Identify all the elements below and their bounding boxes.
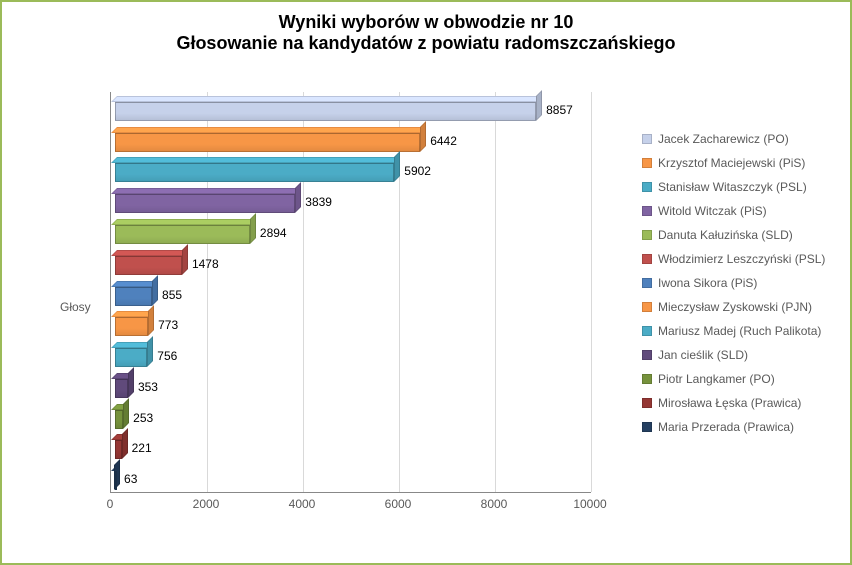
bar-value-label: 3839 — [305, 195, 332, 209]
bar-value-label: 6442 — [430, 134, 457, 148]
legend-item: Włodzimierz Leszczyński (PSL) — [642, 252, 842, 266]
bar: 6442 — [111, 133, 420, 152]
legend-item: Stanisław Witaszczyk (PSL) — [642, 180, 842, 194]
bar: 756 — [111, 348, 147, 367]
legend-swatch — [642, 326, 652, 336]
legend-swatch — [642, 422, 652, 432]
bar: 5902 — [111, 163, 394, 182]
bar-value-label: 5902 — [404, 164, 431, 178]
legend-label: Stanisław Witaszczyk (PSL) — [658, 180, 807, 194]
legend-label: Mieczysław Zyskowski (PJN) — [658, 300, 812, 314]
legend-label: Mariusz Madej (Ruch Palikota) — [658, 324, 821, 338]
bar: 221 — [111, 440, 122, 459]
legend-swatch — [642, 350, 652, 360]
chart-title: Wyniki wyborów w obwodzie nr 10 Głosowan… — [2, 2, 850, 54]
bar: 2894 — [111, 225, 250, 244]
bar: 855 — [111, 287, 152, 306]
bar: 63 — [111, 471, 114, 490]
legend-swatch — [642, 278, 652, 288]
legend-swatch — [642, 398, 652, 408]
legend-label: Danuta Kałuzińska (SLD) — [658, 228, 793, 242]
legend-label: Piotr Langkamer (PO) — [658, 372, 775, 386]
x-tick-label: 4000 — [289, 497, 316, 511]
bar-value-label: 353 — [138, 380, 158, 394]
gridline — [207, 92, 208, 492]
legend-item: Krzysztof Maciejewski (PiS) — [642, 156, 842, 170]
legend-item: Mirosława Łęska (Prawica) — [642, 396, 842, 410]
legend-item: Mieczysław Zyskowski (PJN) — [642, 300, 842, 314]
legend-label: Jan cieślik (SLD) — [658, 348, 748, 362]
x-tick-label: 0 — [107, 497, 114, 511]
legend-label: Włodzimierz Leszczyński (PSL) — [658, 252, 825, 266]
x-tick-label: 2000 — [193, 497, 220, 511]
legend-item: Piotr Langkamer (PO) — [642, 372, 842, 386]
bar: 253 — [111, 410, 123, 429]
bar: 773 — [111, 317, 148, 336]
legend-swatch — [642, 158, 652, 168]
x-tick-label: 8000 — [481, 497, 508, 511]
bar: 3839 — [111, 194, 295, 213]
bar-value-label: 8857 — [546, 103, 573, 117]
bar-value-label: 773 — [158, 318, 178, 332]
legend-item: Danuta Kałuzińska (SLD) — [642, 228, 842, 242]
x-tick-label: 10000 — [573, 497, 606, 511]
legend-item: Mariusz Madej (Ruch Palikota) — [642, 324, 842, 338]
legend-item: Jan cieślik (SLD) — [642, 348, 842, 362]
gridline — [495, 92, 496, 492]
legend-item: Jacek Zacharewicz (PO) — [642, 132, 842, 146]
legend-label: Krzysztof Maciejewski (PiS) — [658, 156, 805, 170]
bar-value-label: 756 — [157, 349, 177, 363]
legend-swatch — [642, 182, 652, 192]
bar-value-label: 855 — [162, 288, 182, 302]
legend-item: Iwona Sikora (PiS) — [642, 276, 842, 290]
legend-label: Witold Witczak (PiS) — [658, 204, 767, 218]
bar: 353 — [111, 379, 128, 398]
bar-value-label: 253 — [133, 411, 153, 425]
legend-swatch — [642, 206, 652, 216]
chart-frame: Wyniki wyborów w obwodzie nr 10 Głosowan… — [0, 0, 852, 565]
bar: 8857 — [111, 102, 536, 121]
bar-value-label: 1478 — [192, 257, 219, 271]
bar-value-label: 63 — [124, 472, 137, 486]
title-line-1: Wyniki wyborów w obwodzie nr 10 — [2, 12, 850, 33]
legend-label: Jacek Zacharewicz (PO) — [658, 132, 789, 146]
legend-item: Witold Witczak (PiS) — [642, 204, 842, 218]
legend-swatch — [642, 134, 652, 144]
gridline — [591, 92, 592, 492]
legend-label: Maria Przerada (Prawica) — [658, 420, 794, 434]
bar-value-label: 2894 — [260, 226, 287, 240]
legend-label: Iwona Sikora (PiS) — [658, 276, 757, 290]
legend-swatch — [642, 302, 652, 312]
gridline — [303, 92, 304, 492]
title-line-2: Głosowanie na kandydatów z powiatu radom… — [2, 33, 850, 54]
legend-label: Mirosława Łęska (Prawica) — [658, 396, 801, 410]
legend-item: Maria Przerada (Prawica) — [642, 420, 842, 434]
chart-area: Głosy 8857 6442 5902 3839 2894 1478 855 773 756 3… — [60, 92, 610, 522]
bar: 1478 — [111, 256, 182, 275]
plot-area: 8857 6442 5902 3839 2894 1478 855 773 756 353 253 2… — [110, 92, 591, 493]
legend-swatch — [642, 254, 652, 264]
legend: Jacek Zacharewicz (PO) Krzysztof Maciejew… — [642, 132, 842, 444]
x-tick-label: 6000 — [385, 497, 412, 511]
legend-swatch — [642, 374, 652, 384]
legend-swatch — [642, 230, 652, 240]
bar-value-label: 221 — [132, 441, 152, 455]
y-axis-label: Głosy — [60, 300, 91, 314]
